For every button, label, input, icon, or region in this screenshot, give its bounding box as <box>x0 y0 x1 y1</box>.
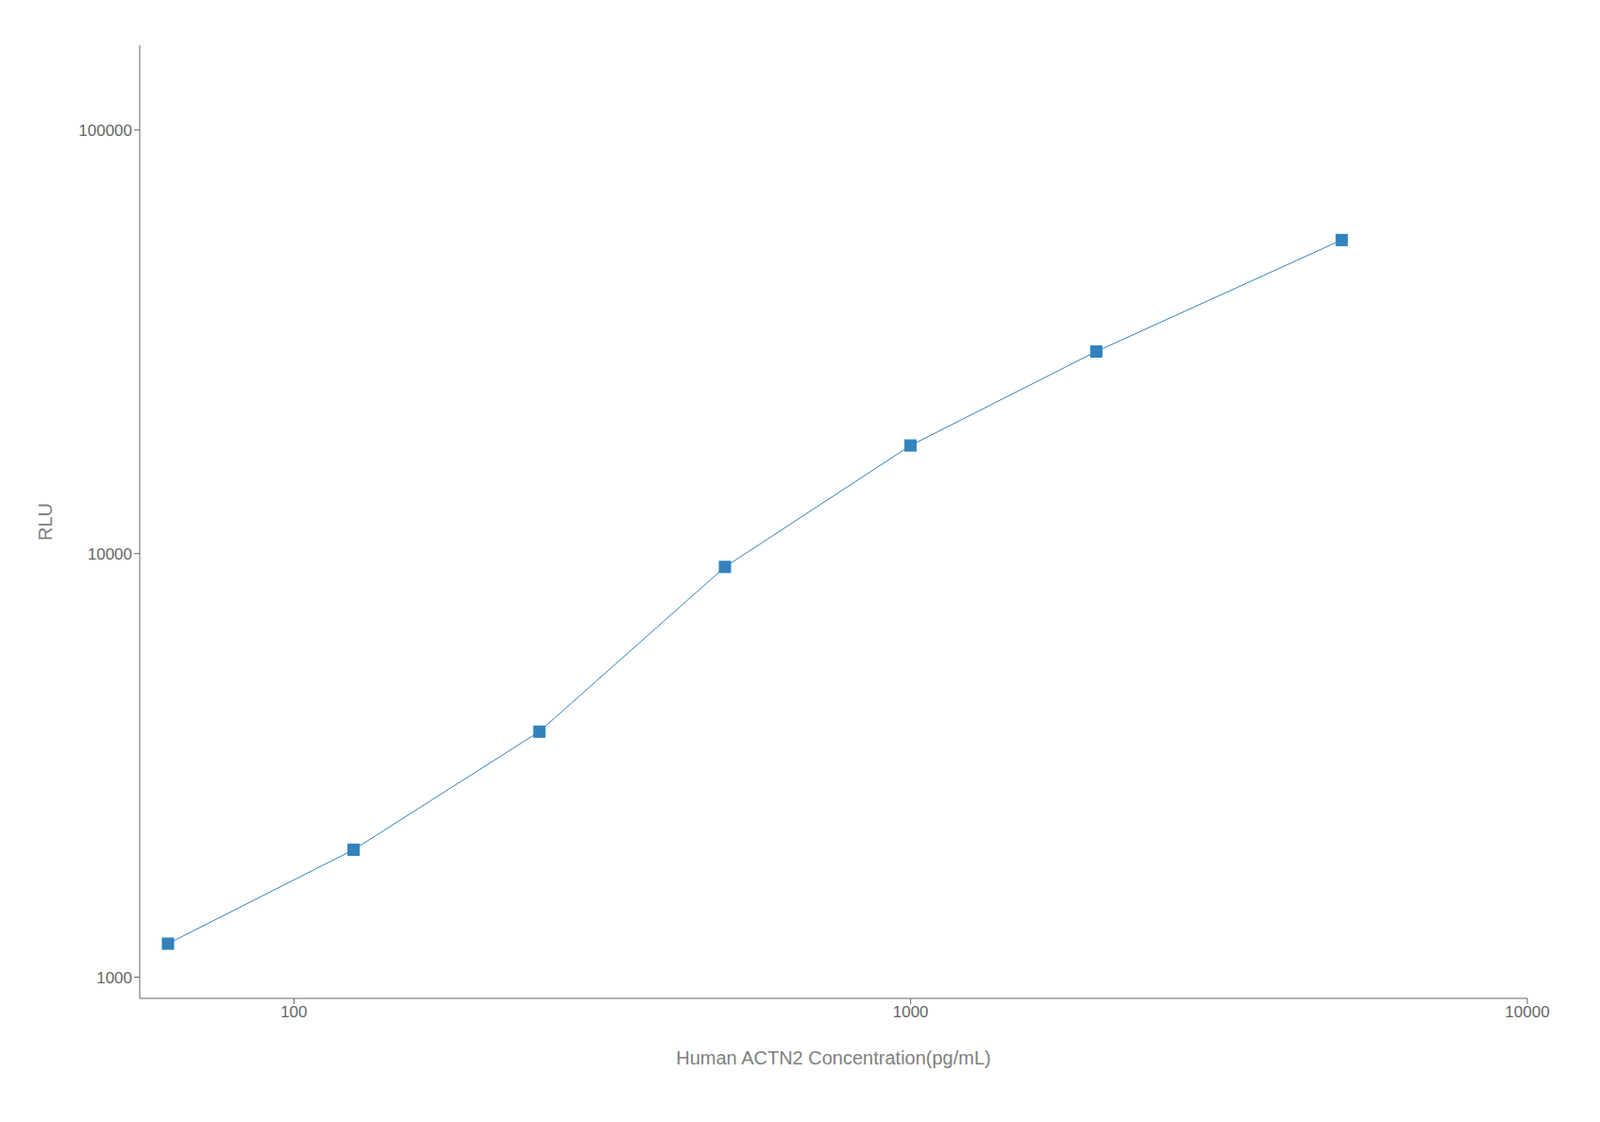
svg-text:10000: 10000 <box>1504 1003 1550 1022</box>
svg-text:100000: 100000 <box>78 121 133 140</box>
svg-text:100: 100 <box>280 1003 307 1022</box>
svg-text:RLU: RLU <box>34 503 56 541</box>
svg-text:Human ACTN2 Concentration(pg/m: Human ACTN2 Concentration(pg/mL) <box>675 1047 991 1069</box>
svg-text:1000: 1000 <box>892 1003 929 1022</box>
svg-text:10000: 10000 <box>87 545 133 564</box>
svg-text:1000: 1000 <box>96 969 133 988</box>
